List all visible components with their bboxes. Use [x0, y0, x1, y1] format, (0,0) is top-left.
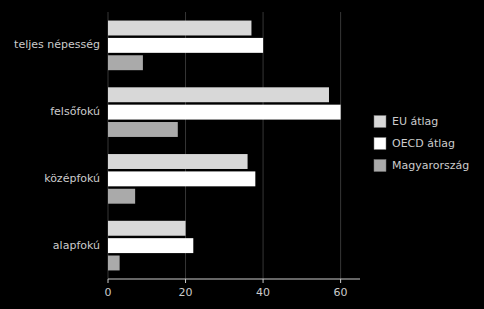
chart: 0 20 40 60 teljes népesség felsőfokú középfokú…: [0, 0, 484, 309]
y-axis: teljes népesség felsőfokú középfokú alapfok…: [14, 38, 100, 251]
bar: [108, 238, 193, 253]
tick-label: 60: [334, 286, 348, 299]
bars: [108, 21, 341, 271]
category-label: középfokú: [44, 172, 100, 185]
bar: [108, 87, 329, 102]
x-axis: 0 20 40 60: [105, 279, 348, 299]
x-axis-line: [108, 279, 360, 280]
legend-swatch: [374, 160, 386, 172]
legend: EU átlag OECD átlag Magyarország: [374, 115, 469, 172]
tick-mark: [263, 279, 264, 283]
bar: [108, 221, 186, 236]
chart-container: 0 20 40 60 teljes népesség felsőfokú középfokú…: [0, 0, 484, 309]
bar: [108, 171, 255, 186]
bar: [108, 256, 120, 271]
bar: [108, 21, 251, 36]
bar: [108, 38, 263, 53]
legend-swatch: [374, 116, 386, 128]
tick-label: 40: [256, 286, 270, 299]
category-label: felsőfokú: [50, 105, 100, 118]
bar: [108, 154, 248, 169]
bar: [108, 55, 143, 70]
tick-mark: [108, 279, 109, 283]
bar: [108, 105, 341, 120]
grid-line: [340, 12, 341, 279]
tick-mark: [340, 279, 341, 283]
tick-label: 0: [105, 286, 112, 299]
legend-label: OECD átlag: [392, 137, 455, 150]
bar: [108, 122, 178, 137]
tick-label: 20: [179, 286, 193, 299]
grid: [108, 12, 341, 279]
category-label: teljes népesség: [14, 38, 100, 51]
tick-mark: [185, 279, 186, 283]
bar: [108, 189, 135, 204]
background: [0, 0, 484, 309]
legend-label: EU átlag: [392, 115, 438, 128]
category-label: alapfokú: [53, 239, 100, 252]
legend-label: Magyarország: [392, 159, 469, 172]
legend-swatch: [374, 138, 386, 150]
